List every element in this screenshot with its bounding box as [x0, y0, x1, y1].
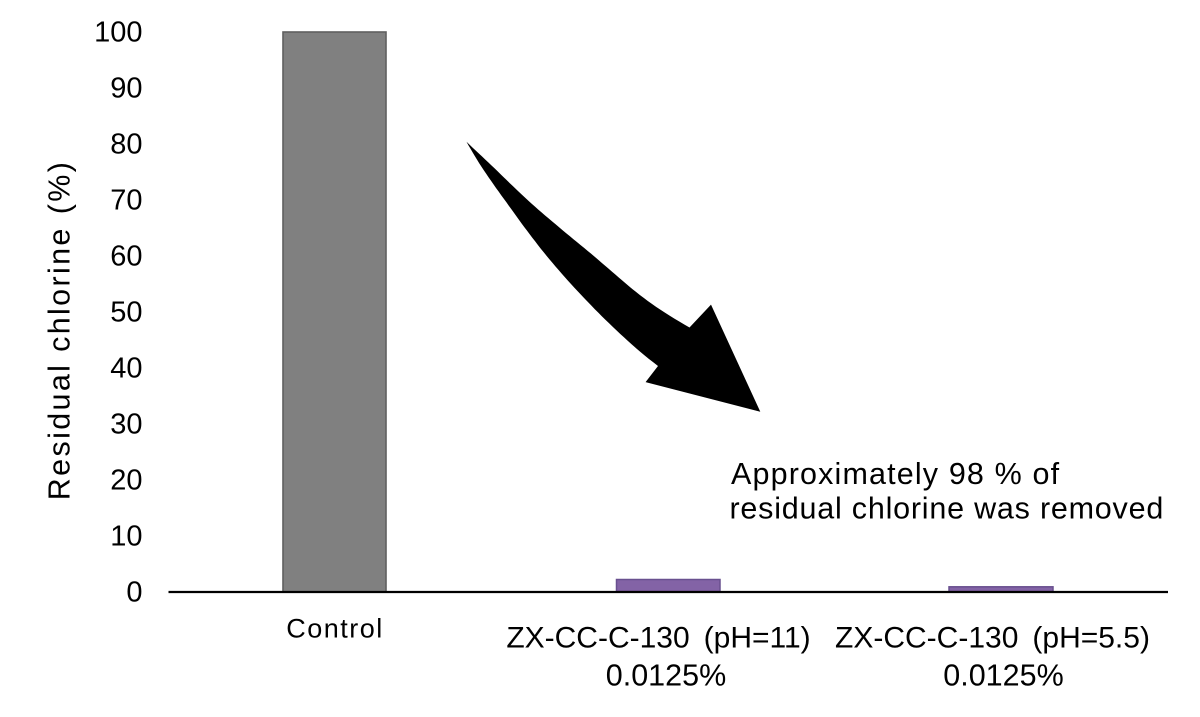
svg-text:Approximately 98 % of: Approximately 98 % of — [731, 457, 1060, 491]
svg-text:Control: Control — [286, 614, 384, 644]
svg-text:ZX-CC-C-130(pH=5.5): ZX-CC-C-130 (pH=5.5) — [835, 622, 1150, 655]
svg-text:Residual chlorine(%): Residual chlorine(%) — [43, 160, 77, 500]
svg-text:70: 70 — [110, 184, 142, 216]
svg-text:20: 20 — [110, 464, 142, 496]
svg-text:60: 60 — [110, 240, 142, 272]
svg-text:10: 10 — [110, 520, 142, 552]
svg-text:0.0125%: 0.0125% — [943, 659, 1063, 693]
svg-text:30: 30 — [110, 408, 142, 440]
svg-text:100: 100 — [94, 16, 142, 48]
svg-text:0: 0 — [126, 576, 142, 608]
svg-text:50: 50 — [110, 296, 142, 328]
svg-text:ZX-CC-C-130(pH=11): ZX-CC-C-130 (pH=11) — [506, 622, 810, 655]
svg-text:residual chlorine was removed: residual chlorine was removed — [730, 492, 1165, 526]
svg-text:0.0125%: 0.0125% — [606, 659, 726, 693]
svg-text:90: 90 — [110, 72, 142, 104]
svg-text:80: 80 — [110, 128, 142, 160]
svg-text:40: 40 — [110, 352, 142, 384]
